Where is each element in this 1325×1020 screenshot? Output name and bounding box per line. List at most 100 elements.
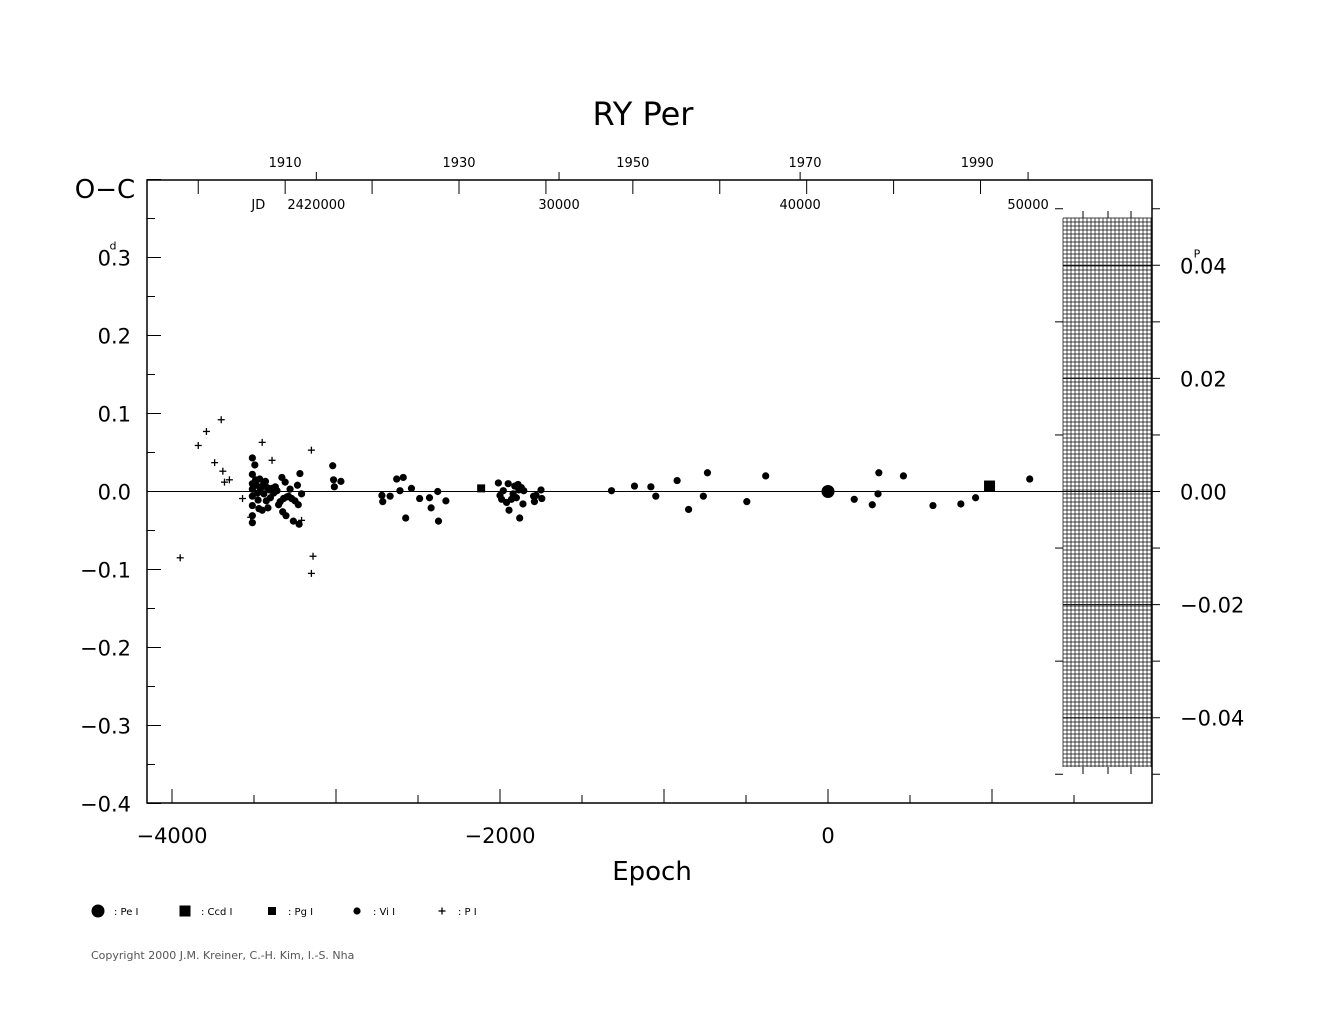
y-tick-label: −0.3 [80, 715, 131, 739]
top-jd-label: 30000 [538, 198, 579, 213]
legend-marker [438, 907, 446, 915]
point-vi-i [293, 481, 302, 489]
point-vi-i [264, 504, 272, 512]
point-p-i [220, 478, 228, 486]
point-p-i [225, 476, 233, 484]
point-vi-i [425, 494, 434, 502]
legend-label: : Vi I [373, 907, 395, 918]
x-tick-label: −2000 [464, 824, 535, 848]
top-year-label: 1950 [616, 156, 649, 171]
point-vi-i [537, 486, 545, 494]
right-tick-label: −0.02 [1180, 594, 1244, 618]
point-vi-i [538, 494, 546, 503]
legend-label: : P I [458, 907, 477, 918]
right-tick-label: 0.02 [1180, 367, 1227, 391]
point-vi-i [899, 472, 908, 480]
y-axis-label: O−C [75, 175, 135, 205]
point-vi-i [972, 494, 980, 502]
point-vi-i [251, 461, 259, 469]
x-tick-label: 0 [821, 824, 834, 848]
top-year-label: 1930 [442, 156, 475, 171]
point-vi-i [957, 500, 965, 508]
point-vi-i [647, 483, 655, 491]
right-tick-label: 0.04 [1180, 254, 1227, 278]
point-pg-i [477, 484, 486, 493]
legend: : Pe I: Ccd I: Pg I: Vi I: P I [91, 904, 477, 918]
point-p-i [219, 467, 227, 475]
point-p-i [247, 513, 255, 521]
point-vi-i [289, 517, 297, 525]
point-vi-i [875, 469, 883, 477]
point-p-i [268, 456, 276, 464]
point-vi-i [329, 476, 338, 484]
point-vi-i [685, 505, 693, 514]
point-p-i [258, 438, 266, 446]
future-hatched-region [1062, 211, 1152, 774]
point-vi-i [248, 501, 256, 510]
point-vi-i [379, 498, 387, 506]
legend-marker [268, 907, 276, 915]
point-vi-i [868, 501, 876, 509]
point-vi-i [402, 514, 410, 522]
top-jd-label: 2420000 [287, 198, 345, 213]
y-tick-label: −0.1 [80, 559, 131, 583]
point-p-i [298, 516, 306, 524]
right-tick-label: −0.04 [1180, 707, 1244, 731]
copyright-note: Copyright 2000 J.M. Kreiner, C.-H. Kim, … [91, 949, 355, 962]
legend-marker [179, 905, 191, 917]
point-vi-i [434, 517, 443, 525]
point-p-i [239, 495, 247, 503]
point-vi-i [295, 520, 303, 528]
point-vi-i [296, 469, 304, 478]
point-vi-i [386, 492, 394, 500]
x-axis-label: Epoch [612, 857, 692, 887]
point-vi-i [499, 487, 507, 495]
point-ccd-i [984, 480, 996, 492]
point-vi-i [494, 479, 502, 487]
top-jd-prefix: JD [250, 198, 265, 213]
point-vi-i [329, 462, 337, 470]
point-vi-i [261, 477, 270, 485]
point-vi-i [519, 500, 527, 508]
point-p-i [309, 552, 317, 560]
top-year-label: 1970 [788, 156, 821, 171]
right-unit-superscript: P [1194, 247, 1201, 260]
point-vi-i [282, 512, 290, 520]
point-vi-i [1026, 475, 1034, 483]
top-jd-label: 40000 [779, 198, 820, 213]
point-vi-i [505, 506, 513, 514]
point-vi-i [630, 482, 639, 490]
y-tick-label: −0.4 [80, 793, 131, 817]
point-vi-i [416, 494, 424, 503]
point-vi-i [850, 495, 858, 503]
point-vi-i [427, 504, 435, 512]
point-p-i [176, 554, 184, 562]
legend-label: : Pe I [114, 907, 139, 918]
chart-title: RY Per [593, 95, 695, 133]
point-vi-i [256, 475, 264, 483]
point-vi-i [297, 490, 306, 498]
point-vi-i [442, 497, 450, 505]
point-vi-i [254, 496, 262, 504]
point-vi-i [504, 480, 512, 488]
point-vi-i [874, 490, 882, 498]
point-vi-i [399, 473, 407, 482]
point-vi-i [273, 487, 281, 495]
point-vi-i [248, 512, 256, 520]
point-p-i [307, 569, 315, 577]
top-jd-label: 50000 [1007, 198, 1048, 213]
legend-marker [353, 907, 361, 915]
point-p-i [202, 427, 210, 435]
y-tick-label: 0.1 [98, 403, 131, 427]
point-p-i [307, 446, 315, 454]
y-tick-label: 0.0 [98, 481, 131, 505]
point-vi-i [652, 492, 660, 500]
point-vi-i [396, 487, 404, 495]
top-year-label: 1990 [961, 156, 994, 171]
point-vi-i [294, 501, 302, 509]
y-tick-label: −0.2 [80, 637, 131, 661]
point-vi-i [699, 492, 707, 500]
right-tick-label: 0.00 [1180, 481, 1227, 505]
point-vi-i [929, 501, 937, 510]
